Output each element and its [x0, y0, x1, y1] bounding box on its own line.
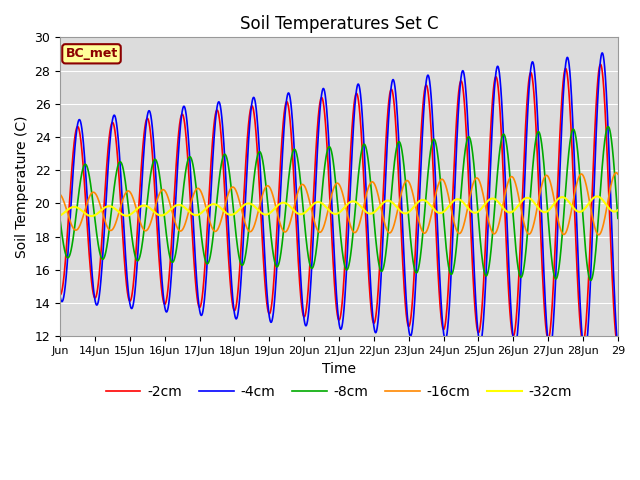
-32cm: [419, 197, 427, 203]
Y-axis label: Soil Temperature (C): Soil Temperature (C): [15, 116, 29, 258]
-4cm: [419, 123, 427, 129]
-4cm: [56, 294, 64, 300]
-16cm: [56, 192, 64, 197]
-8cm: [157, 187, 165, 193]
-16cm: [472, 175, 480, 181]
-2cm: [157, 285, 165, 291]
-32cm: [269, 207, 277, 213]
-32cm: [391, 202, 399, 208]
-32cm: [472, 210, 480, 216]
-4cm: [157, 270, 165, 276]
-4cm: [472, 308, 480, 313]
Line: -32cm: -32cm: [60, 196, 618, 216]
-16cm: [612, 170, 620, 176]
-2cm: [614, 342, 621, 348]
-32cm: [593, 193, 601, 199]
-2cm: [419, 103, 427, 109]
-4cm: [614, 346, 621, 352]
Title: Soil Temperatures Set C: Soil Temperatures Set C: [240, 15, 438, 33]
-2cm: [596, 61, 604, 67]
-16cm: [269, 194, 277, 200]
-32cm: [614, 207, 621, 213]
-32cm: [157, 213, 165, 218]
-32cm: [88, 213, 95, 219]
Line: -4cm: -4cm: [60, 53, 618, 353]
-8cm: [419, 230, 427, 236]
Line: -2cm: -2cm: [60, 64, 618, 345]
-32cm: [56, 213, 64, 218]
-16cm: [595, 232, 602, 238]
-16cm: [157, 188, 165, 193]
-4cm: [391, 82, 399, 87]
-16cm: [391, 220, 399, 226]
-8cm: [604, 124, 612, 130]
-8cm: [515, 268, 522, 274]
-8cm: [472, 189, 480, 195]
X-axis label: Time: Time: [322, 361, 356, 376]
-2cm: [269, 286, 277, 291]
Line: -8cm: -8cm: [60, 127, 618, 280]
-32cm: [515, 202, 523, 208]
-16cm: [419, 229, 427, 235]
Text: BC_met: BC_met: [65, 48, 118, 60]
-4cm: [598, 50, 606, 56]
-8cm: [269, 251, 277, 257]
Line: -16cm: -16cm: [60, 173, 618, 235]
-8cm: [391, 158, 399, 164]
-2cm: [515, 276, 522, 282]
-2cm: [56, 292, 64, 298]
-16cm: [614, 171, 621, 177]
-8cm: [587, 277, 595, 283]
-4cm: [515, 314, 522, 320]
-4cm: [581, 350, 589, 356]
-2cm: [472, 320, 480, 326]
-8cm: [614, 216, 621, 221]
Legend: -2cm, -4cm, -8cm, -16cm, -32cm: -2cm, -4cm, -8cm, -16cm, -32cm: [100, 379, 578, 404]
-8cm: [56, 217, 64, 223]
-2cm: [391, 107, 399, 112]
-4cm: [269, 311, 277, 316]
-16cm: [515, 194, 522, 200]
